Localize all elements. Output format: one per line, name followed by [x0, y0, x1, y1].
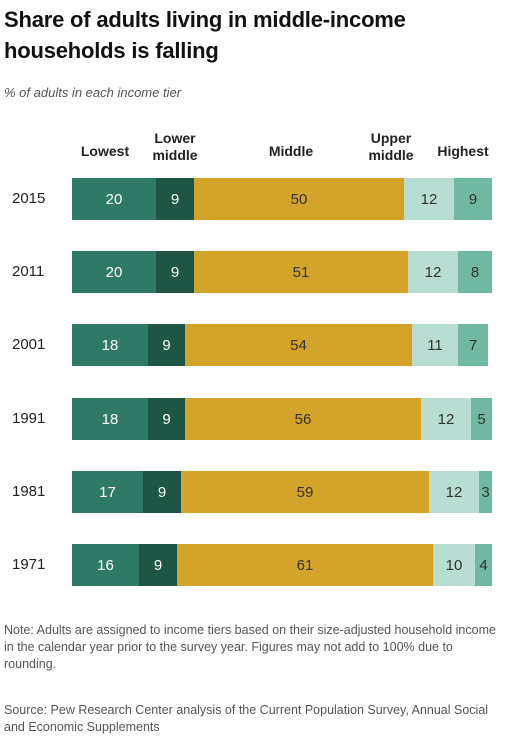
year-label: 2011 — [12, 263, 45, 280]
bar-segment-middle: 50 — [194, 178, 404, 220]
bar-segment-highest: 8 — [458, 251, 492, 293]
bar-segment-middle: 59 — [181, 471, 429, 513]
header-highest: Highest — [437, 143, 489, 159]
bar-segment-lower-middle: 9 — [148, 398, 185, 440]
bar-segment-upper-middle: 12 — [404, 178, 454, 220]
header-lower-middle: Lower middle — [152, 130, 198, 163]
bar-segment-lowest: 17 — [72, 471, 143, 513]
bar-segment-upper-middle: 12 — [408, 251, 458, 293]
bar-segment-lowest: 16 — [72, 544, 139, 586]
header-lowest: Lowest — [80, 143, 130, 159]
bar-segment-lowest: 18 — [72, 324, 148, 366]
bar-segment-lowest: 18 — [72, 398, 148, 440]
bar-segment-highest: 4 — [475, 544, 492, 586]
bar-segment-lower-middle: 9 — [139, 544, 177, 586]
bar-segment-middle: 61 — [177, 544, 433, 586]
bar-segment-lower-middle: 9 — [148, 324, 185, 366]
bar-segment-lowest: 20 — [72, 251, 156, 293]
bar-segment-middle: 54 — [185, 324, 412, 366]
chart-subtitle: % of adults in each income tier — [4, 85, 182, 100]
year-label: 2015 — [12, 190, 46, 207]
bar-segment-upper-middle: 11 — [412, 324, 458, 366]
bar-segment-upper-middle: 12 — [421, 398, 471, 440]
bar-segment-lower-middle: 9 — [156, 251, 194, 293]
bar-segment-highest: 3 — [479, 471, 492, 513]
chart-source: Source: Pew Research Center analysis of … — [4, 703, 489, 734]
bar-segment-lower-middle: 9 — [156, 178, 194, 220]
year-label: 1981 — [12, 483, 46, 500]
chart-note: Note: Adults are assigned to income tier… — [4, 623, 496, 671]
bar-segment-middle: 51 — [194, 251, 408, 293]
bar-segment-upper-middle: 10 — [433, 544, 475, 586]
year-label: 2001 — [12, 336, 46, 353]
year-label: 1971 — [12, 556, 46, 573]
header-middle: Middle — [268, 143, 314, 159]
bar-segment-highest: 9 — [454, 178, 492, 220]
bar-segment-lower-middle: 9 — [143, 471, 181, 513]
bar-segment-middle: 56 — [185, 398, 421, 440]
bar-segment-lowest: 20 — [72, 178, 156, 220]
bar-segment-upper-middle: 12 — [429, 471, 479, 513]
header-upper-middle: Upper middle — [368, 130, 414, 163]
year-label: 1991 — [12, 410, 46, 427]
chart-title: Share of adults living in middle-income … — [4, 7, 406, 63]
bar-segment-highest: 5 — [471, 398, 492, 440]
bar-segment-highest: 7 — [458, 324, 488, 366]
